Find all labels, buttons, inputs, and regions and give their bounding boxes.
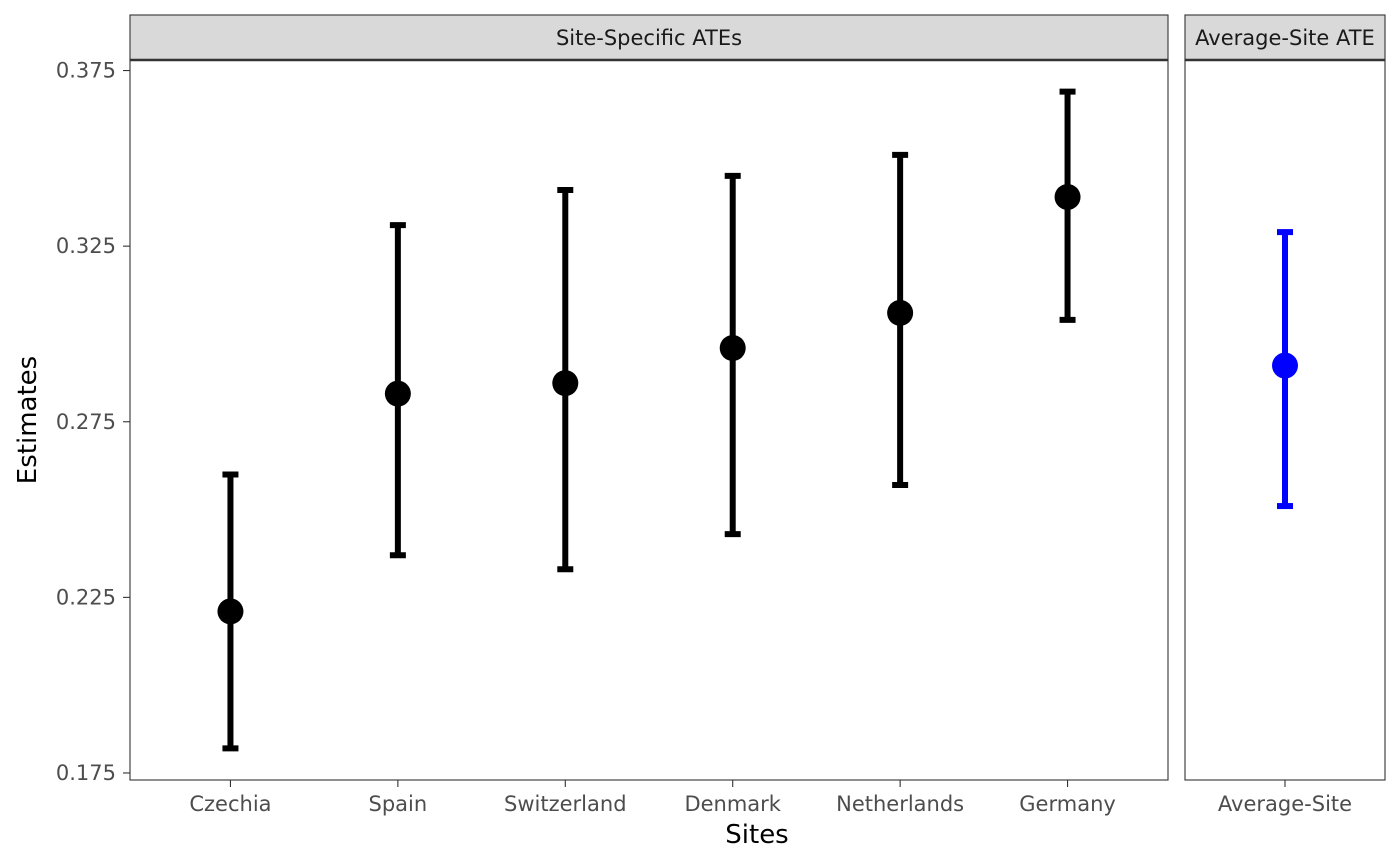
x-tick-label: Netherlands xyxy=(836,792,964,816)
x-tick-label: Switzerland xyxy=(504,792,627,816)
estimate-point xyxy=(552,370,579,397)
estimate-point xyxy=(1272,352,1298,379)
strip-background xyxy=(129,14,1169,61)
strip-label: Site-Specific ATEs xyxy=(556,26,742,50)
panels: Site-Specific ATEs Czechia Spain Switzerlan… xyxy=(129,14,1386,816)
panel-2: Average-Site ATE Average-Site xyxy=(1184,14,1386,816)
y-tick-label: 0.275 xyxy=(56,410,116,434)
x-tick-label: Denmark xyxy=(684,792,781,816)
y-tick-label: 0.225 xyxy=(56,585,116,609)
y-tick-label: 0.175 xyxy=(56,761,116,785)
estimate-point xyxy=(217,598,244,625)
strip-label: Average-Site ATE xyxy=(1195,26,1375,50)
estimate-point xyxy=(719,335,746,361)
x-tick-label: Average-Site xyxy=(1218,792,1352,816)
y-axis-title: Estimates xyxy=(13,356,43,484)
panel-border xyxy=(129,59,1169,781)
y-tick-label: 0.325 xyxy=(56,234,116,258)
estimate-point xyxy=(887,299,914,326)
x-tick-label: Czechia xyxy=(189,792,271,816)
x-tick-label: Germany xyxy=(1019,792,1116,816)
y-tick-label: 0.375 xyxy=(56,59,116,83)
x-tick-label: Spain xyxy=(369,792,428,816)
y-axis: 0.175 0.225 0.275 0.325 0.375 xyxy=(56,59,130,785)
x-axis-title: Sites xyxy=(725,820,788,850)
estimate-point xyxy=(384,380,411,407)
estimate-point xyxy=(1054,183,1081,210)
panel-1: Site-Specific ATEs Czechia Spain Switzerlan… xyxy=(129,14,1169,816)
